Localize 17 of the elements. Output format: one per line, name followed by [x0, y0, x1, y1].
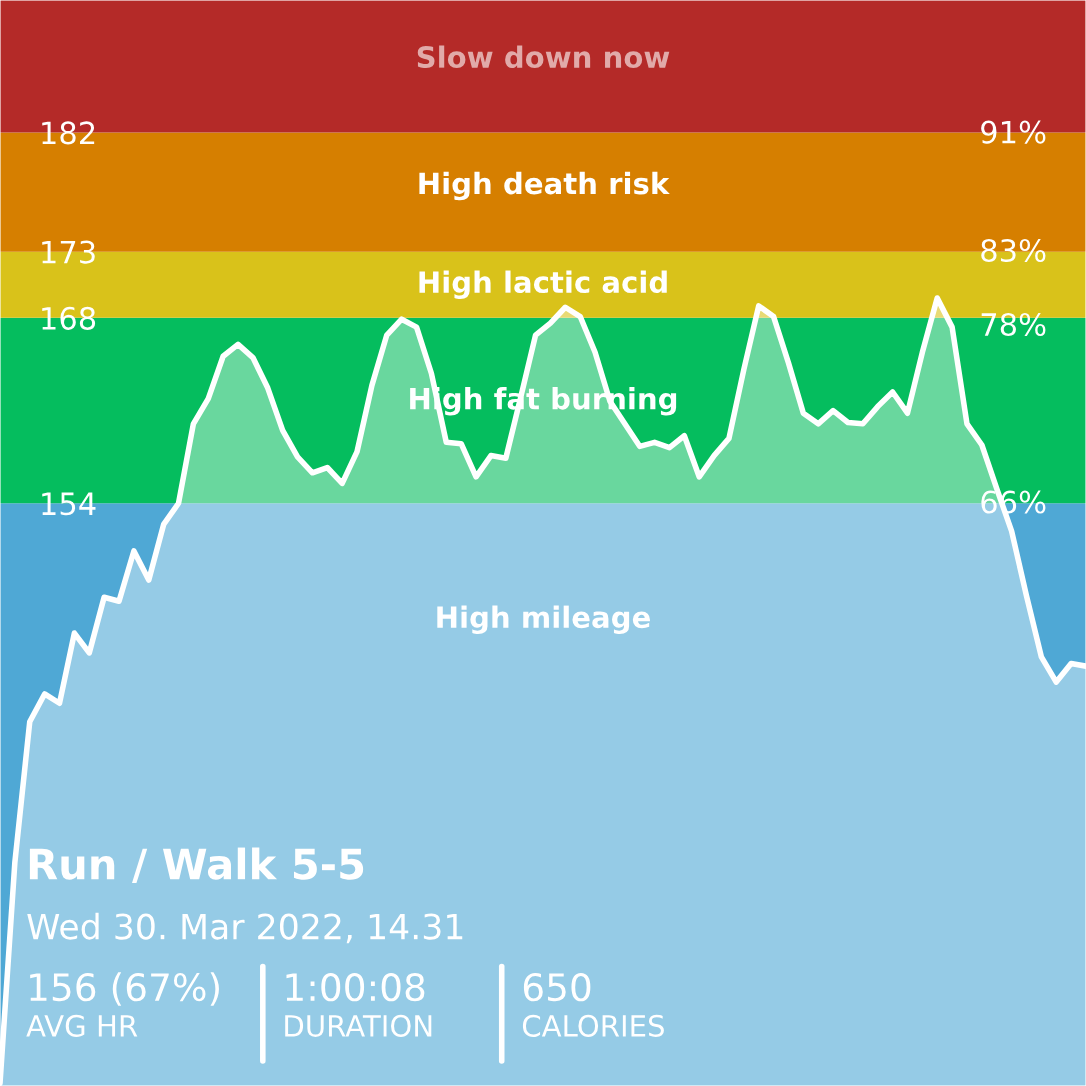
annotation: 1:00:08	[286, 972, 425, 1002]
text: Run / Walk 5-5	[29, 847, 364, 884]
text: Wed 30. Mar 2022, 14.31	[27, 912, 463, 944]
y2-tick-label: 83%	[981, 238, 1046, 263]
y2-tick-label: 91%	[981, 120, 1046, 144]
band-label: High lactic acid	[419, 270, 667, 299]
y-tick-label: 173	[42, 240, 95, 264]
y2-tick-label: 78%	[981, 312, 1046, 337]
annotation: 156 (67%)	[30, 972, 219, 1006]
band-label: Slow down now	[417, 45, 670, 69]
band-label: High death risk	[419, 171, 670, 201]
band-label: High mileage	[437, 605, 650, 635]
annotation: AVG HR	[26, 1014, 138, 1037]
annotation: 650	[523, 972, 591, 1002]
annotation: DURATION	[285, 1014, 432, 1037]
y-tick-label: 182	[42, 121, 95, 145]
annotation: CALORIES	[522, 1014, 664, 1037]
